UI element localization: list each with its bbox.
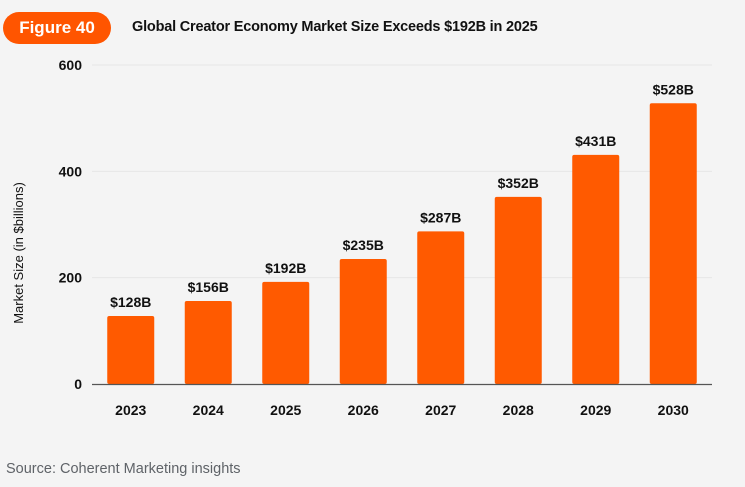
y-axis-label: Market Size (in $billions) [11, 182, 26, 324]
bar-2026 [339, 259, 387, 384]
y-tick-label: 400 [59, 163, 83, 179]
data-labels: $128B $156B $192B $235B $287B $352B $431B $528B [110, 81, 694, 310]
x-tick-label: 2029 [580, 402, 611, 418]
bar-2024 [184, 301, 232, 384]
data-label: $528B [653, 81, 694, 97]
data-label: $156B [188, 279, 229, 295]
data-label: $235B [343, 237, 384, 253]
x-tick-label: 2025 [270, 402, 301, 418]
x-tick-label: 2027 [425, 402, 456, 418]
data-label: $352B [498, 175, 539, 191]
bar-2023 [107, 315, 155, 384]
x-tick-label: 2030 [658, 402, 689, 418]
y-tick-label: 600 [59, 57, 83, 73]
x-tick-label: 2026 [348, 402, 379, 418]
figure-badge: Figure 40 [3, 12, 111, 44]
y-tick-label: 0 [74, 376, 82, 392]
source-note: Source: Coherent Marketing insights [6, 461, 241, 477]
chart-title: Global Creator Economy Market Size Excee… [132, 19, 538, 35]
bar-2027 [417, 231, 465, 384]
bar-2030 [649, 103, 697, 384]
x-tick-label: 2024 [193, 402, 224, 418]
bar-2028 [494, 196, 542, 384]
bars [107, 103, 697, 384]
x-tick-label: 2023 [115, 402, 146, 418]
y-axis-ticks: 0 200 400 600 [59, 57, 83, 392]
y-tick-label: 200 [59, 270, 83, 286]
x-tick-label: 2028 [503, 402, 534, 418]
data-label: $431B [575, 133, 616, 149]
bar-2029 [572, 154, 620, 384]
x-axis-ticks: 2023 2024 2025 2026 2027 2028 2029 2030 [115, 402, 689, 418]
data-label: $128B [110, 294, 151, 310]
data-label: $287B [420, 209, 461, 225]
bar-2025 [262, 281, 310, 384]
data-label: $192B [265, 260, 306, 276]
